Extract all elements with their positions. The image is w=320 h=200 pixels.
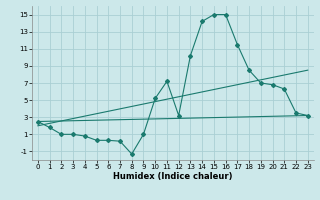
X-axis label: Humidex (Indice chaleur): Humidex (Indice chaleur) — [113, 172, 233, 181]
